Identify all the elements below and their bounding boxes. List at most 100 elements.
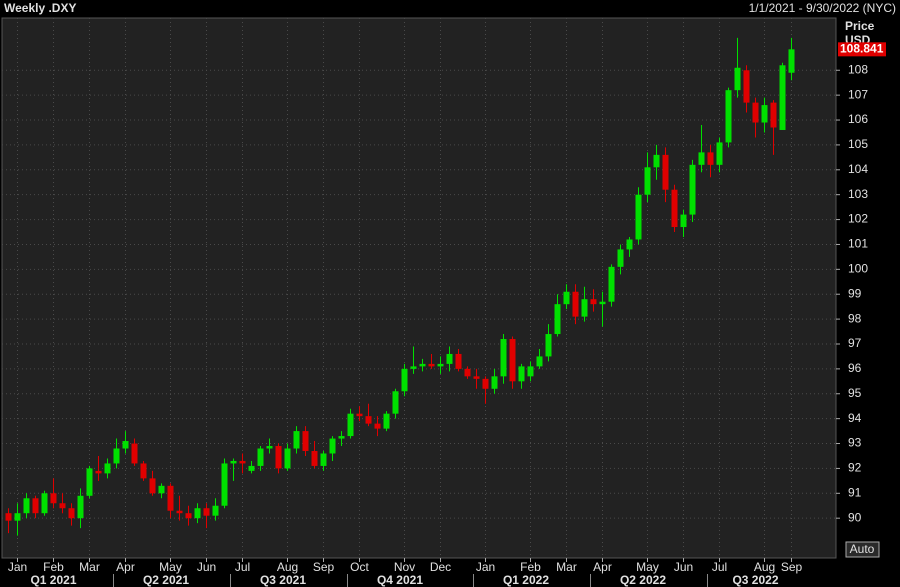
candle	[437, 356, 444, 374]
candle	[536, 348, 543, 369]
y-tick-label: 103	[848, 187, 868, 201]
candle	[203, 503, 210, 529]
candle-body	[122, 441, 129, 449]
candle	[284, 443, 291, 471]
y-tick-label: 108	[848, 62, 868, 76]
candle	[68, 503, 75, 526]
candle	[446, 346, 453, 372]
candle-body	[41, 493, 48, 514]
candle-body	[356, 413, 363, 417]
x-tick-label: Jul	[235, 560, 250, 574]
candle	[140, 460, 147, 481]
candle-body	[689, 164, 696, 215]
y-tick-label: 90	[848, 510, 862, 524]
candle	[248, 460, 255, 474]
candle-body	[194, 508, 201, 519]
candle	[194, 503, 201, 524]
candle	[50, 478, 57, 509]
x-tick-label: May	[159, 560, 182, 574]
candle	[653, 144, 660, 180]
candle	[41, 490, 48, 516]
candle	[734, 37, 741, 98]
x-tick-label: Sep	[781, 560, 803, 574]
y-tick-label: 106	[848, 112, 868, 126]
x-tick-label: Aug	[754, 560, 775, 574]
candle	[689, 159, 696, 223]
candle	[383, 411, 390, 432]
candle-body	[635, 194, 642, 240]
candle-body	[311, 450, 318, 466]
candle	[104, 458, 111, 479]
candle-body	[572, 291, 579, 317]
x-tick-label: Nov	[394, 560, 415, 574]
candle	[635, 187, 642, 245]
candle-body	[590, 299, 597, 305]
candle-body	[401, 368, 408, 392]
candle	[5, 508, 12, 534]
candle-body	[716, 142, 723, 165]
candle-body	[545, 334, 552, 357]
candle	[428, 353, 435, 369]
candle	[212, 498, 219, 521]
candle-body	[95, 470, 102, 474]
x-tick-label: Dec	[430, 560, 451, 574]
x-tick-label: Oct	[350, 560, 369, 574]
y-tick-label: 107	[848, 87, 868, 101]
candle	[644, 152, 651, 203]
candle-body	[338, 436, 345, 439]
quarter-label: Q4 2021	[377, 573, 423, 587]
candle	[374, 416, 381, 437]
candle-body	[608, 266, 615, 302]
candle	[455, 348, 462, 372]
candle	[23, 493, 30, 519]
candle-body	[482, 378, 489, 389]
candle-body	[257, 448, 264, 466]
candle-body	[32, 498, 39, 514]
candle	[419, 358, 426, 372]
candle-body	[734, 67, 741, 91]
candle	[788, 37, 795, 81]
candle	[563, 284, 570, 310]
y-tick-label: 98	[848, 311, 862, 325]
candle	[338, 431, 345, 447]
auto-button[interactable]: Auto	[845, 541, 880, 558]
candle-body	[140, 463, 147, 479]
candle-body	[788, 49, 795, 73]
candle-body	[554, 304, 561, 335]
plot-area	[1, 17, 837, 559]
candle-body	[59, 503, 66, 509]
candle	[662, 147, 669, 203]
candle	[752, 97, 759, 138]
candle-body	[428, 363, 435, 367]
y-tick-label: 93	[848, 436, 862, 450]
candle	[626, 236, 633, 257]
candle-body	[698, 152, 705, 165]
candle	[410, 346, 417, 374]
auto-button-label[interactable]: Auto	[850, 542, 875, 556]
candle-body	[23, 498, 30, 514]
candle-body	[410, 366, 417, 369]
candle	[347, 408, 354, 439]
candle	[311, 441, 318, 469]
y-tick-label: 96	[848, 361, 862, 375]
candle	[518, 363, 525, 389]
candle-body	[167, 485, 174, 511]
auto-button-box[interactable]	[845, 541, 880, 558]
candle	[554, 294, 561, 337]
candle	[392, 388, 399, 419]
y-tick-label: 100	[848, 262, 868, 276]
candle	[230, 458, 237, 481]
candle-body	[221, 463, 228, 506]
candle-body	[518, 366, 525, 382]
x-tick-label: Aug	[277, 560, 298, 574]
candle-body	[473, 376, 480, 379]
candle-body	[743, 70, 750, 103]
candle	[527, 361, 534, 382]
candle-body	[752, 102, 759, 123]
candle-body	[500, 339, 507, 377]
x-tick-label: Apr	[593, 560, 612, 574]
candle	[545, 324, 552, 362]
candle-body	[239, 460, 246, 464]
candle-body	[509, 339, 516, 382]
